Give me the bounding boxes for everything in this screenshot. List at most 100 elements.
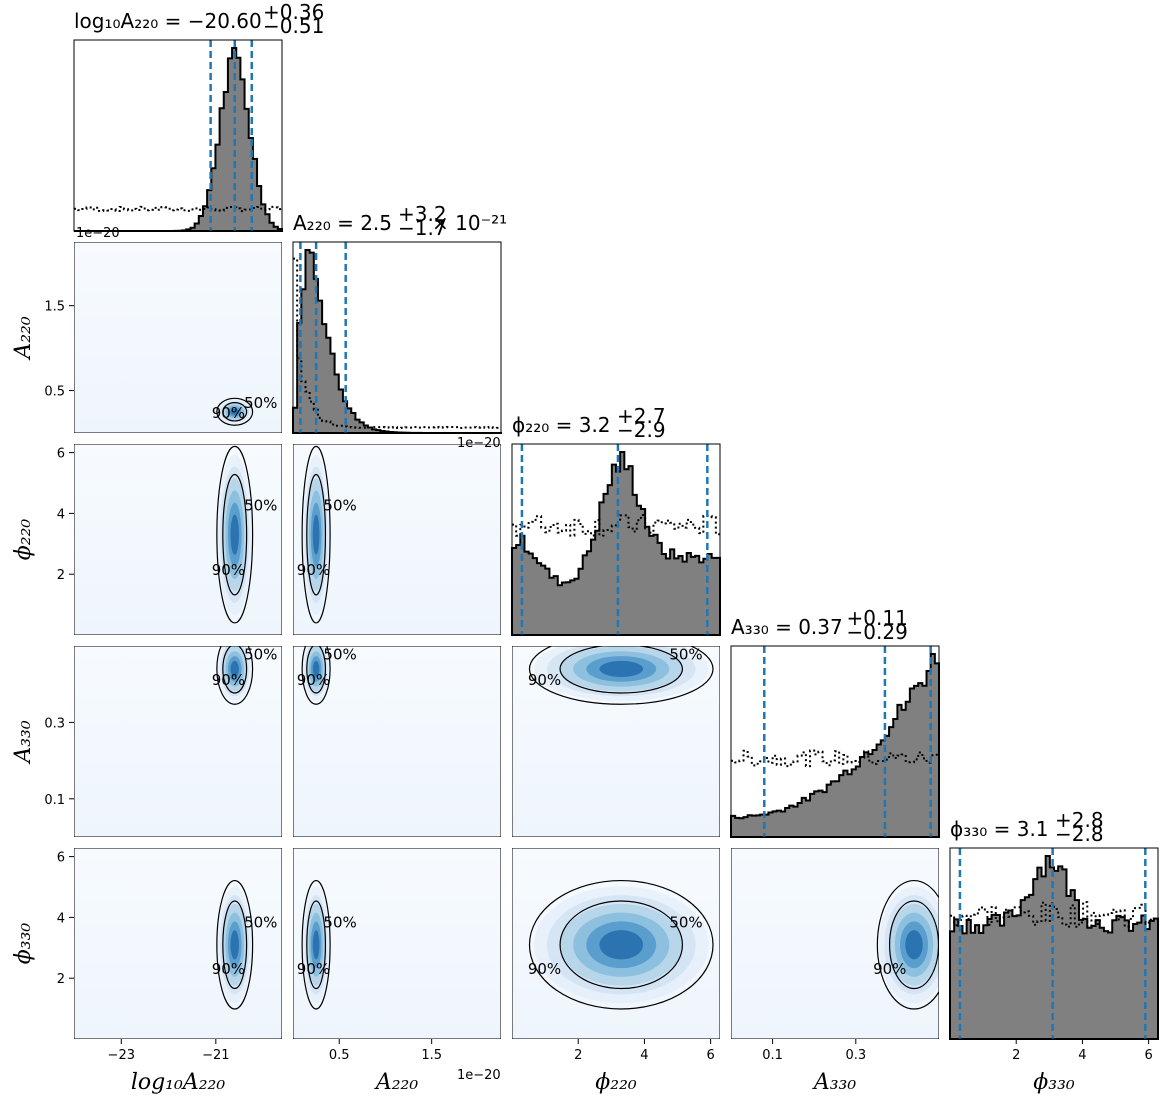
hist-panel-log10A220 <box>73 39 283 232</box>
y-tick-label: 6 <box>57 447 65 462</box>
hist-frame <box>73 39 283 232</box>
x-tick-label: 2 <box>1012 1048 1020 1063</box>
contour-label-50: 50% <box>669 913 702 931</box>
hist-title-A330: A₃₃₀ = 0.37 +0.11−0.29 <box>731 606 908 644</box>
hist-title-suffix: × 10⁻²¹ <box>432 211 507 235</box>
axis-offset-text: 1e−20 <box>76 226 120 241</box>
contour-90 <box>528 879 714 1010</box>
contour-50 <box>306 646 327 694</box>
hist-title-phi330: ϕ₃₃₀ = 3.1 +2.8−2.8 <box>950 808 1104 846</box>
density-level <box>312 660 320 677</box>
contour-90 <box>216 879 254 1010</box>
contour-50 <box>222 402 248 422</box>
hist-title-sub: −2.9 <box>617 418 666 442</box>
x-tick-label: 6 <box>1144 1048 1152 1063</box>
hist-panel-A220 <box>292 241 502 434</box>
density-level <box>230 660 239 677</box>
y-axis-label-phi330: ϕ₃₃₀ <box>11 923 36 965</box>
hist-title-text: ϕ₂₂₀ = 3.2 <box>512 413 611 437</box>
density-panel-log10A220-vs-A220 <box>74 242 282 433</box>
contour-label-50: 50% <box>244 394 277 412</box>
hist-title-sup: +0.36 <box>263 0 324 24</box>
hist-title-A220: A₂₂₀ = 2.5 +3.2−1.7× 10⁻²¹ <box>293 202 507 240</box>
hist-title-log10A220: log₁₀A₂₂₀ = −20.60 +0.36−0.51 <box>74 0 324 38</box>
contour-label-90: 90% <box>297 671 330 689</box>
axis-offset-text: 1e−20 <box>457 436 501 451</box>
contour-label-90: 90% <box>528 671 561 689</box>
hist-panel-phi330 <box>949 847 1159 1040</box>
contour-50 <box>559 900 684 990</box>
contour-50 <box>559 646 684 694</box>
x-axis-label-A220: A₂₂₀ <box>374 1070 419 1095</box>
hist-title-sub: −1.7 <box>398 216 447 240</box>
contour-50 <box>222 646 248 694</box>
hist-title-sub: −0.29 <box>847 620 908 644</box>
density-level <box>230 514 239 555</box>
density-panel-log10A220-vs-phi330 <box>74 848 282 1039</box>
x-tick-label: −23 <box>108 1048 135 1063</box>
density-panel-A220-vs-phi220 <box>293 444 501 635</box>
prior-histogram <box>293 257 501 429</box>
contour-90 <box>528 646 714 705</box>
contour-90 <box>301 445 331 624</box>
x-tick-label: 6 <box>706 1048 714 1063</box>
hist-frame <box>292 241 502 434</box>
hist-title-text: A₂₂₀ = 2.5 <box>293 211 392 235</box>
density-level <box>312 514 320 555</box>
x-tick-label: 4 <box>640 1048 648 1063</box>
hist-title-sup: +2.7 <box>617 404 666 428</box>
contour-50 <box>222 900 248 990</box>
y-tick-label: 0.1 <box>44 793 65 808</box>
hist-title-text: log₁₀A₂₂₀ = −20.60 <box>74 9 262 33</box>
prior-histogram <box>731 749 939 768</box>
contour-label-90: 90% <box>297 561 330 579</box>
hist-title-phi220: ϕ₂₂₀ = 3.2 +2.7−2.9 <box>512 404 666 442</box>
labels-layer: log₁₀A₂₂₀ = −20.60 +0.36−0.51 1e−20 A₂₂₀ = … <box>11 0 1153 1095</box>
x-axis-offset-text: 1e−20 <box>457 1068 501 1083</box>
x-axis-label-A330: A₃₃₀ <box>812 1070 857 1095</box>
density-panel-A330-vs-phi330 <box>731 848 939 1039</box>
y-tick-label: 0.3 <box>44 716 65 731</box>
contour-90 <box>876 879 939 1010</box>
contour-label-90: 90% <box>873 960 906 978</box>
hist-frame <box>949 847 1159 1040</box>
y-axis-label-A220: A₂₂₀ <box>11 316 36 361</box>
hist-title-sub: −2.8 <box>1055 822 1104 846</box>
contour-label-50: 50% <box>244 645 277 663</box>
contour-label-50: 50% <box>323 913 356 931</box>
contour-90 <box>301 879 331 1010</box>
contour-label-50: 50% <box>244 913 277 931</box>
density-level <box>599 660 644 677</box>
hist-panel-phi220 <box>511 443 721 636</box>
x-tick-label: 4 <box>1078 1048 1086 1063</box>
hist-frame <box>730 645 940 838</box>
y-tick-label: 2 <box>57 568 65 583</box>
density-panel-A220-vs-phi330 <box>293 848 501 1039</box>
density-panel-log10A220-vs-phi220 <box>74 444 282 635</box>
density-level <box>599 930 644 960</box>
contour-label-90: 90% <box>297 960 330 978</box>
density-level <box>312 930 320 960</box>
contour-label-50: 50% <box>244 497 277 515</box>
x-tick-label: 0.3 <box>845 1048 866 1063</box>
panels-layer <box>73 39 1159 1040</box>
density-level <box>230 408 239 415</box>
density-panel-phi220-vs-A330 <box>512 646 720 837</box>
x-tick-label: 0.1 <box>762 1048 783 1063</box>
contour-90 <box>216 397 254 426</box>
x-tick-label: 2 <box>574 1048 582 1063</box>
contour-label-90: 90% <box>212 960 245 978</box>
y-tick-label: 0.5 <box>44 385 65 400</box>
y-tick-label: 6 <box>57 851 65 866</box>
contour-label-50: 50% <box>669 645 702 663</box>
posterior-histogram <box>511 451 721 636</box>
contour-label-90: 90% <box>212 561 245 579</box>
hist-frame <box>511 443 721 636</box>
contour-label-50: 50% <box>323 497 356 515</box>
contour-label-90: 90% <box>528 960 561 978</box>
y-tick-label: 4 <box>57 507 65 522</box>
contour-90 <box>301 646 331 705</box>
prior-histogram <box>74 205 282 213</box>
density-panel-log10A220-vs-A330 <box>74 646 282 837</box>
